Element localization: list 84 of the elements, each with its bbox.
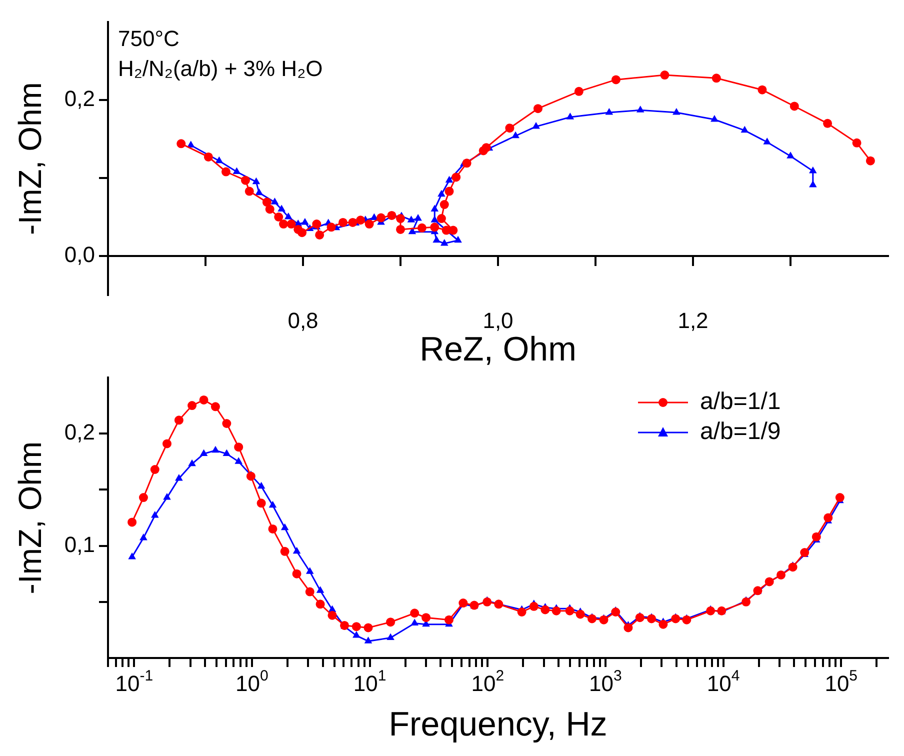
point [326, 222, 336, 232]
point [672, 108, 680, 115]
y-tick-label: 0,2 [64, 86, 96, 112]
point [232, 167, 241, 174]
point [338, 218, 348, 227]
x-tick-label: 0,8 [288, 308, 318, 334]
point [566, 112, 574, 120]
point [512, 131, 520, 138]
point [809, 166, 817, 174]
point [809, 180, 817, 188]
point [262, 198, 272, 207]
point [396, 224, 405, 234]
point [279, 220, 288, 229]
point [315, 230, 324, 240]
point [255, 188, 264, 196]
annotation: 750°C [118, 26, 180, 52]
point [636, 106, 644, 112]
point [252, 177, 260, 184]
point [414, 214, 422, 221]
point [215, 156, 224, 164]
point [866, 156, 875, 166]
point [364, 220, 374, 229]
y-axis-title: -ImZ, Ohm [12, 82, 48, 235]
point [440, 239, 448, 246]
point [852, 138, 862, 148]
point [278, 204, 286, 212]
point [444, 186, 454, 196]
point [396, 214, 405, 224]
legend-label: a/b=1/1 [700, 388, 781, 416]
point [356, 216, 366, 225]
point [348, 218, 358, 227]
point [605, 108, 614, 115]
point [532, 122, 540, 129]
point [312, 220, 322, 229]
point [244, 186, 254, 196]
point [505, 124, 514, 133]
point [758, 85, 767, 94]
point [186, 140, 195, 148]
point [482, 143, 491, 152]
x-axis-title: Frequency, Hz [388, 705, 608, 744]
point [660, 70, 670, 80]
point [376, 213, 386, 222]
point [432, 236, 440, 243]
point [284, 212, 292, 220]
point [438, 190, 446, 197]
y-tick-label: 0,1 [64, 532, 96, 557]
point [440, 200, 449, 210]
point [286, 220, 296, 229]
y-tick-label: 0,2 [64, 420, 96, 445]
point [417, 223, 426, 232]
point [611, 75, 620, 84]
annotation: H₂/N₂(a/b) + 3% H₂O [118, 56, 323, 82]
point [430, 222, 440, 232]
point [763, 138, 771, 144]
point [436, 214, 446, 224]
point [407, 216, 416, 222]
point [712, 74, 721, 83]
point [454, 236, 462, 243]
point [176, 139, 186, 148]
point [790, 102, 799, 111]
point [452, 172, 461, 182]
point [740, 126, 749, 133]
point [710, 115, 718, 122]
point [823, 118, 832, 128]
point [204, 152, 213, 162]
point [574, 86, 584, 96]
legend-label: a/b=1/9 [700, 418, 781, 446]
point [533, 104, 542, 114]
x-tick-label: 1,2 [678, 308, 708, 334]
y-axis-title: -ImZ, Ohm [12, 441, 48, 594]
point [265, 204, 274, 214]
point [270, 198, 279, 204]
point [786, 152, 794, 158]
point [430, 216, 439, 222]
point [274, 212, 284, 222]
point [445, 176, 454, 183]
point [448, 226, 458, 235]
point [301, 218, 309, 225]
point [430, 204, 439, 212]
point [221, 167, 230, 176]
point [298, 228, 307, 238]
y-tick-label: 0,0 [64, 242, 96, 268]
point [462, 158, 472, 168]
point [240, 176, 250, 185]
